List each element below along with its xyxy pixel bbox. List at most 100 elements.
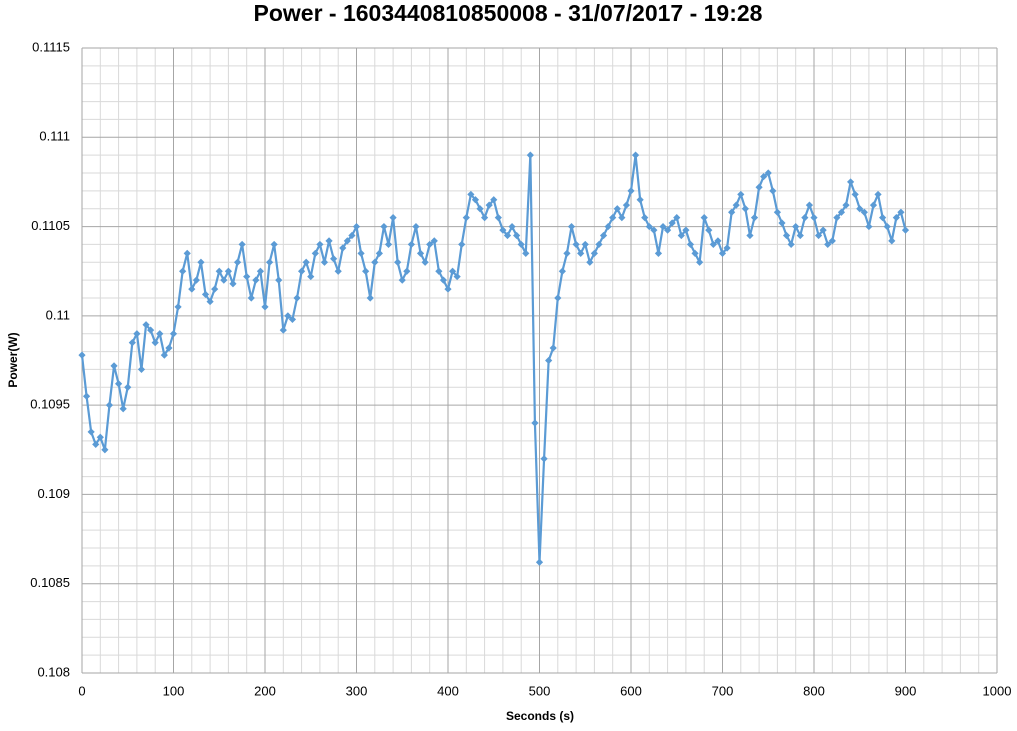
data-marker [810,214,818,222]
data-marker [513,231,521,240]
data-marker [732,201,740,209]
data-marker [380,222,388,231]
data-marker [545,356,553,365]
data-marker [563,249,571,257]
data-marker [430,237,438,245]
data-marker [133,330,141,338]
data-marker [316,240,324,249]
data-marker [764,169,772,177]
data-marker [362,267,370,275]
x-tick-label: 700 [712,683,734,698]
y-tick-label: 0.1085 [30,575,70,590]
data-marker [801,214,809,222]
data-marker [618,214,626,222]
x-tick-label: 600 [620,683,642,698]
data-marker [270,240,278,249]
data-marker [476,205,484,213]
data-marker [824,240,832,249]
y-tick-label: 0.108 [37,664,70,679]
data-marker [110,362,118,370]
data-marker [613,205,621,213]
data-marker [869,201,878,209]
data-marker [673,214,681,222]
data-marker [426,240,434,249]
data-marker [746,231,754,240]
data-marker [723,244,731,252]
data-marker [330,255,338,263]
data-marker [279,326,287,334]
data-marker [705,226,713,234]
data-marker [901,226,910,234]
data-marker [700,214,708,222]
y-tick-label: 0.1105 [31,218,70,233]
data-marker [549,344,557,352]
y-tick-label: 0.109 [37,486,70,501]
y-axis-title: Power(W) [6,332,20,387]
data-marker [540,455,548,463]
data-marker [599,231,608,240]
data-marker [773,208,781,216]
data-marker [641,214,649,222]
data-marker [796,231,804,240]
data-marker [535,558,544,566]
data-marker [471,196,480,204]
x-tick-label: 400 [437,683,459,698]
data-marker [92,440,100,449]
data-marker [888,237,896,245]
data-marker [311,249,319,257]
data-marker [366,294,374,302]
data-marker [169,330,178,338]
data-marker [211,285,219,293]
y-tick-label: 0.1095 [30,397,70,412]
data-marker [375,249,383,257]
data-marker [229,280,237,288]
data-marker [142,321,150,329]
data-marker [737,190,745,199]
data-marker [490,196,498,204]
data-marker [192,276,200,284]
data-marker [531,419,539,427]
data-marker [156,330,164,338]
data-marker [782,231,791,240]
data-marker [115,380,123,388]
data-marker [197,258,205,266]
data-marker [147,326,155,334]
data-marker [494,214,502,222]
data-marker [467,190,475,199]
data-marker [256,267,265,275]
data-marker [778,219,786,227]
data-marker [609,214,617,222]
data-marker [233,258,242,266]
data-marker [590,249,598,257]
data-marker [302,258,310,266]
data-marker [558,267,566,275]
data-marker [435,267,443,275]
data-marker [462,214,470,222]
data-marker [604,222,612,231]
data-marker [357,249,365,257]
data-marker [879,214,887,222]
data-marker [384,240,393,249]
x-tick-label: 0 [78,683,85,698]
data-marker [293,294,301,302]
x-tick-label: 500 [529,683,551,698]
data-marker [137,365,146,374]
data-marker [284,312,292,320]
data-marker [499,226,507,234]
data-marker [526,151,534,159]
data-marker [627,187,635,195]
data-marker [664,226,672,234]
data-marker [371,258,379,266]
data-marker [787,240,795,249]
data-marker [238,240,246,249]
data-marker [398,276,406,284]
chart-title: Power - 1603440810850008 - 31/07/2017 - … [254,0,763,26]
data-marker [412,222,420,231]
data-marker [883,222,891,231]
data-marker [288,315,297,324]
data-marker [814,231,823,240]
data-marker [82,392,91,400]
data-marker [101,446,109,454]
data-marker [320,258,329,266]
